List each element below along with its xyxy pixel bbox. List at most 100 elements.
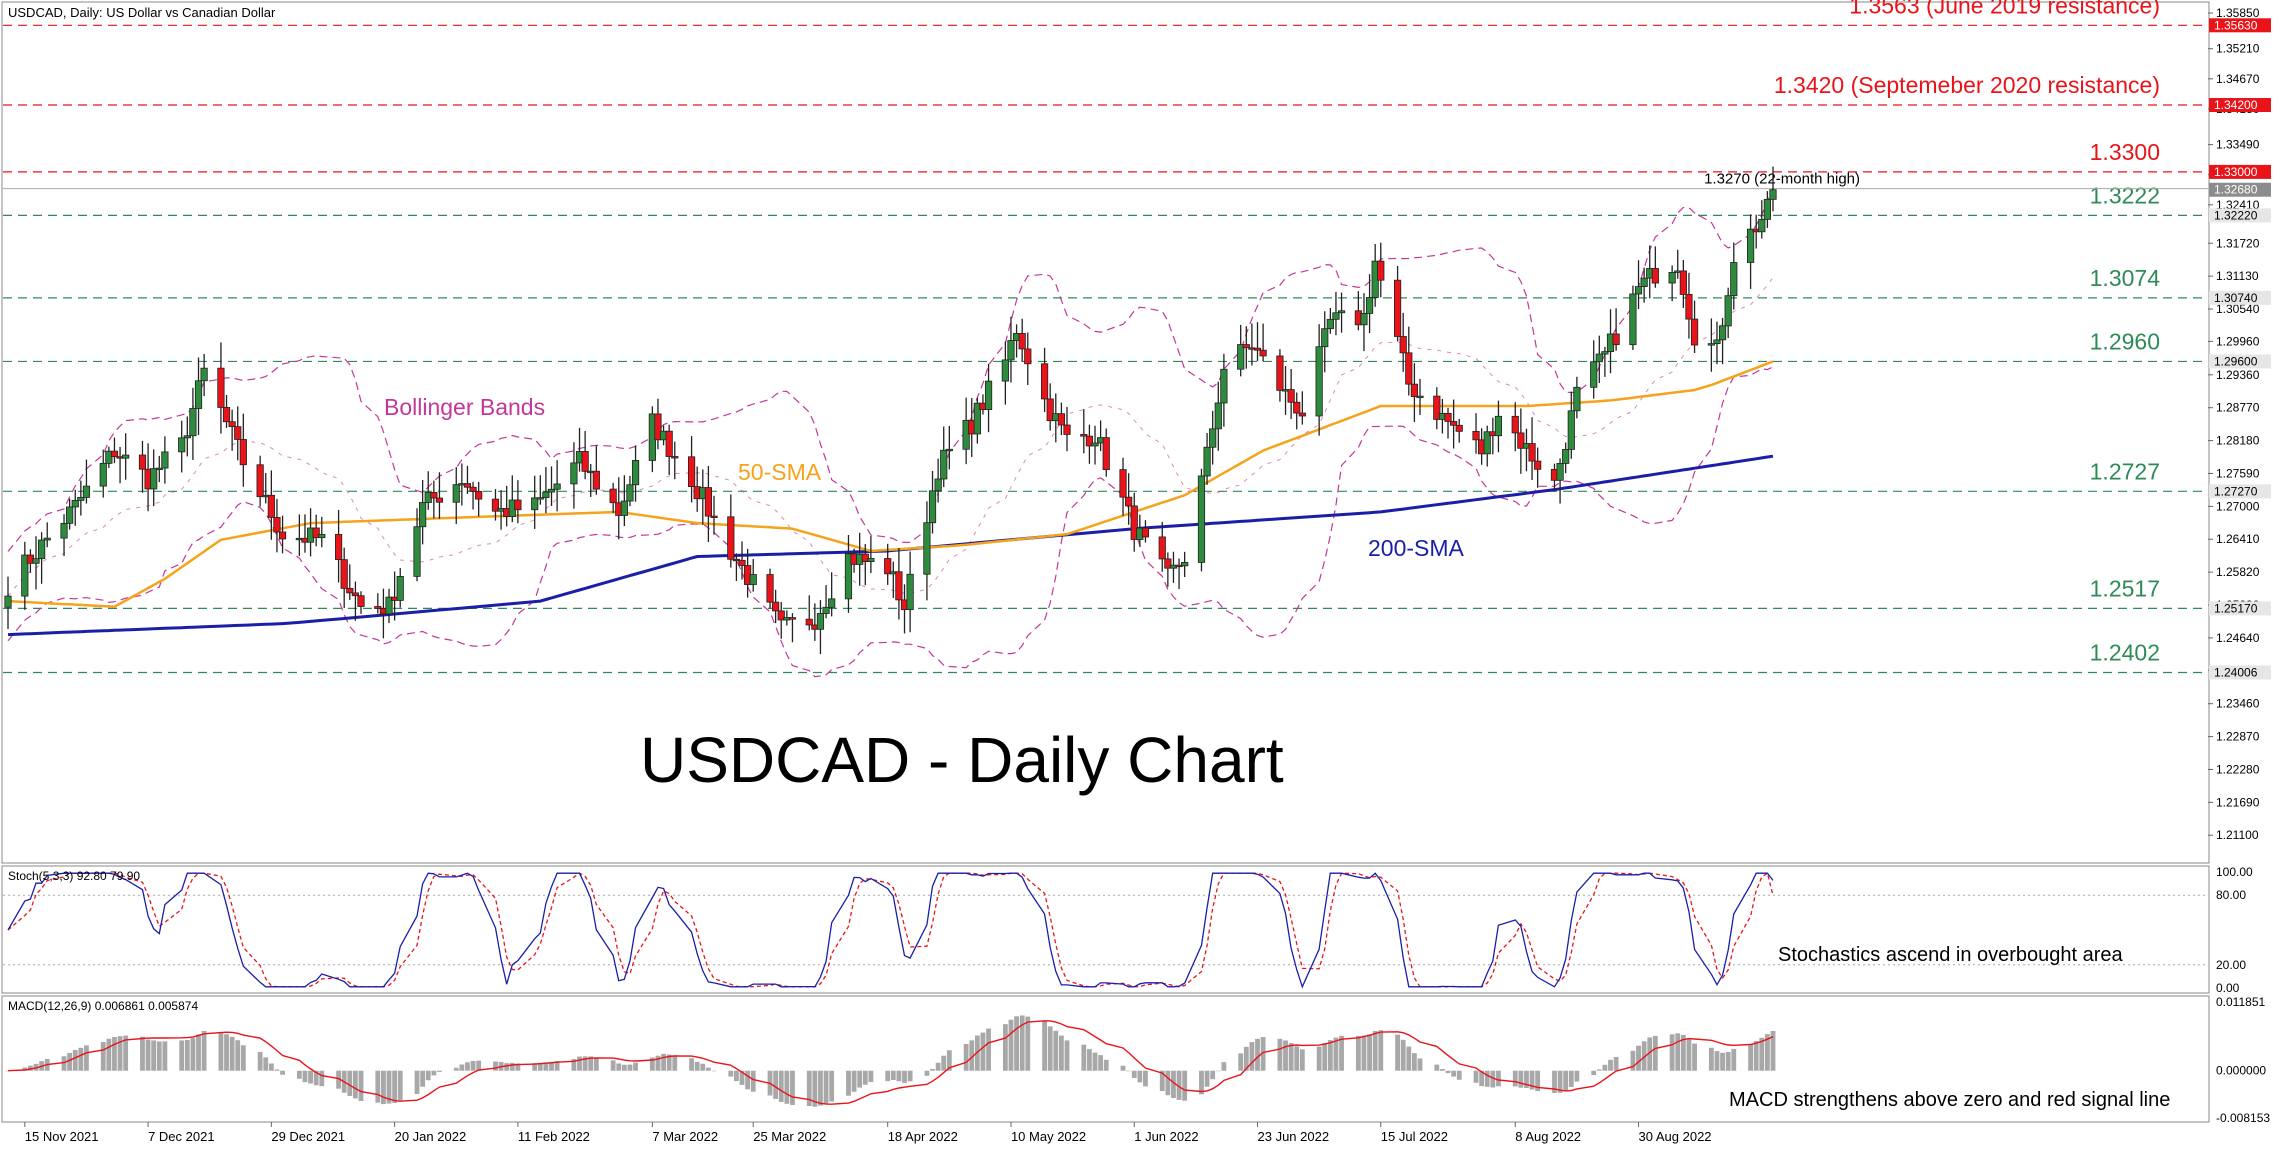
date-tick-label-10: 23 Jun 2022 (1258, 1129, 1330, 1144)
macd-bar (1708, 1047, 1714, 1071)
candle-body (581, 451, 589, 472)
candle-body (60, 522, 68, 539)
candle-body (413, 526, 421, 577)
candle-body (21, 554, 29, 597)
candle-body (178, 437, 186, 453)
candle-body (592, 470, 600, 490)
macd-bar (151, 1040, 157, 1071)
candle-body (452, 484, 460, 503)
price-tick-label-10: 1.29960 (2216, 334, 2260, 348)
macd-bar (381, 1070, 386, 1105)
candle-body (200, 367, 208, 382)
macd-bar (140, 1036, 145, 1071)
candle-body (1556, 463, 1564, 481)
macd-bar (1647, 1037, 1653, 1071)
macd-bar (711, 1070, 717, 1072)
macd-bar (924, 1070, 930, 1076)
macd-bar (470, 1060, 476, 1071)
macd-bar (1552, 1070, 1557, 1093)
macd-bar (616, 1063, 622, 1071)
macd-bar (537, 1062, 543, 1071)
macd-bar (1064, 1040, 1070, 1071)
macd-bar (465, 1062, 470, 1071)
stoch-signal-line (7, 872, 1774, 988)
macd-bar (112, 1037, 117, 1071)
macd-bar (1720, 1052, 1725, 1071)
macd-bar (1529, 1070, 1535, 1090)
current-price-tag-bg (2209, 182, 2271, 197)
macd-bar (240, 1045, 246, 1071)
candle-body (973, 402, 981, 435)
macd-bar (1512, 1070, 1518, 1087)
candle-body (228, 421, 236, 428)
candle-body (1315, 346, 1323, 417)
candle-body (1707, 343, 1715, 346)
macd-bar (1199, 1070, 1204, 1095)
level-tag-6-bg (2209, 484, 2271, 499)
candle-body (222, 407, 231, 423)
bollinger-upper (7, 187, 1774, 552)
candle-body (727, 516, 735, 560)
main-panel-frame (1, 1, 2210, 864)
macd-bar (896, 1070, 902, 1082)
candle-body (239, 439, 247, 466)
candle-body (1214, 402, 1222, 430)
macd-bar (1176, 1070, 1182, 1100)
level-tag-7: 1.25170 (2214, 601, 2258, 615)
candle-body (1567, 410, 1575, 450)
macd-bar (1087, 1049, 1092, 1071)
candle-body (884, 558, 892, 575)
macd-bar (1608, 1059, 1613, 1071)
sma50-label: 50-SMA (738, 459, 822, 485)
candle-body (374, 606, 382, 609)
candle-body (1713, 339, 1721, 345)
candle-body (1091, 442, 1099, 447)
macd-bar (633, 1062, 638, 1071)
candle-body (1102, 437, 1110, 471)
macd-bar (862, 1070, 868, 1085)
macd-bar (1249, 1042, 1255, 1071)
macd-bar (1277, 1038, 1283, 1071)
macd-bar (196, 1034, 201, 1071)
macd-bar (162, 1041, 168, 1071)
macd-bar (1008, 1019, 1014, 1071)
macd-bar (1182, 1070, 1188, 1101)
macd-bar (1339, 1035, 1344, 1071)
level-tag-2: 1.33000 (2214, 165, 2258, 179)
sma200-label: 200-SMA (1368, 535, 1465, 561)
macd-bar (319, 1070, 325, 1087)
macd-bar (1630, 1050, 1636, 1071)
macd-bar (750, 1070, 756, 1092)
candle-body (1237, 344, 1245, 370)
price-tick-label-2: 1.34670 (2216, 72, 2260, 86)
macd-bar (549, 1061, 554, 1071)
price-tick-label-13: 1.28180 (2216, 434, 2260, 448)
macd-bar (1137, 1070, 1143, 1083)
price-tick-label-24: 1.21690 (2216, 795, 2260, 809)
macd-bar (1731, 1048, 1737, 1071)
candle-body (318, 534, 326, 539)
candle-body (194, 380, 203, 409)
current-price-tag: 1.32680 (2214, 183, 2258, 197)
candle-body (844, 553, 853, 600)
macd-bar (1372, 1030, 1378, 1071)
macd-bar (302, 1070, 308, 1083)
macd-bar (235, 1040, 241, 1071)
macd-bar (1518, 1070, 1524, 1088)
macd-bar (184, 1039, 190, 1071)
macd-bar (902, 1070, 907, 1083)
level-label-0: 1.3563 (June 2019 resistance) (1849, 0, 2160, 18)
macd-bar (823, 1070, 829, 1104)
candle-body (1746, 228, 1755, 263)
macd-bar (1047, 1026, 1053, 1071)
candle-body (463, 483, 472, 488)
macd-bar (375, 1070, 381, 1103)
candle-body (1612, 333, 1620, 346)
candle-body (1181, 562, 1189, 567)
macd-bar (459, 1064, 465, 1071)
macd-bar (1355, 1035, 1361, 1071)
candle-body (626, 484, 634, 502)
macd-bar (509, 1062, 515, 1071)
stoch-tick-2: 20.00 (2216, 958, 2246, 972)
date-tick-label-13: 30 Aug 2022 (1639, 1129, 1712, 1144)
